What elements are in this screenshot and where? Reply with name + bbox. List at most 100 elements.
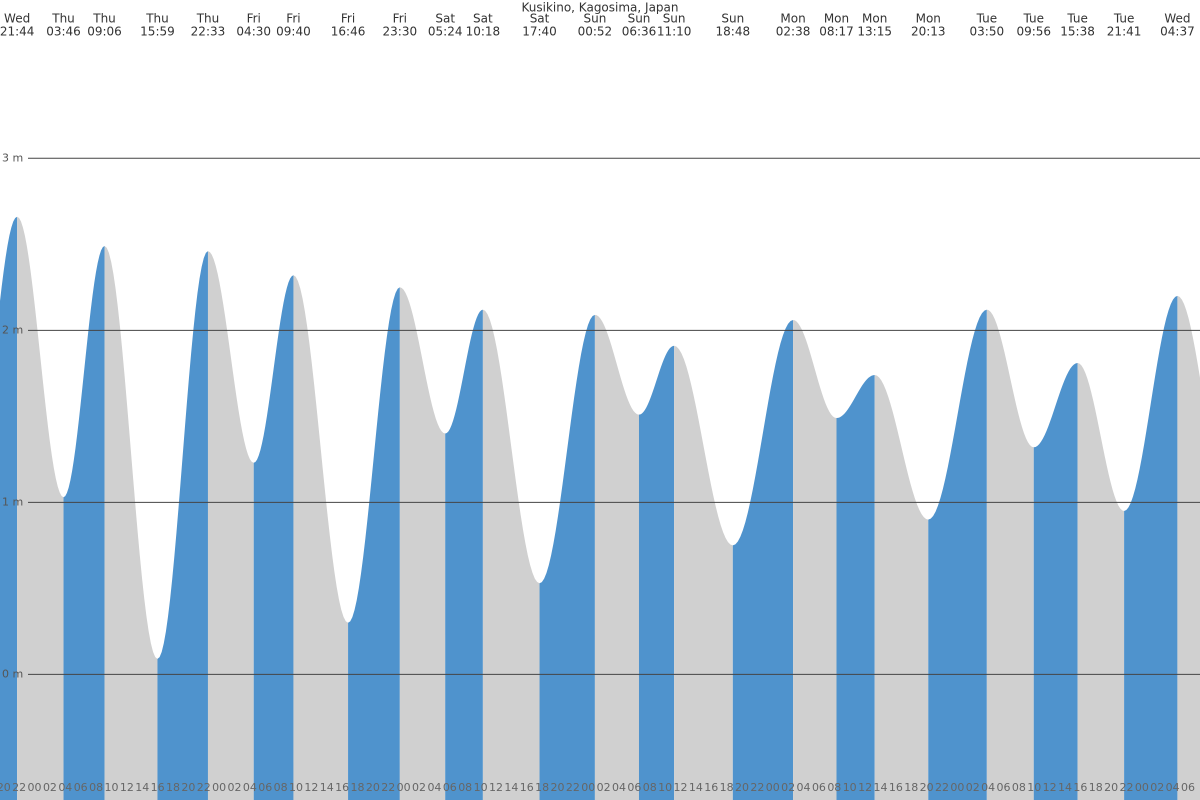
hour-label: 22 (750, 781, 764, 794)
extreme-time: 04:30 (236, 25, 271, 39)
rising-area (1124, 295, 1178, 800)
hour-label: 16 (335, 781, 349, 794)
extreme-time: 03:50 (970, 25, 1005, 39)
hour-label: 16 (520, 781, 534, 794)
extreme-time: 20:13 (911, 25, 946, 39)
falling-area (1077, 363, 1125, 800)
hour-label: 12 (858, 781, 872, 794)
hour-label: 06 (627, 781, 641, 794)
hour-label: 18 (904, 781, 918, 794)
hour-label: 04 (612, 781, 626, 794)
extreme-day: Sun (663, 12, 686, 26)
hour-label: 10 (658, 781, 672, 794)
hour-label: 16 (151, 781, 165, 794)
hour-label: 02 (597, 781, 611, 794)
hour-label: 12 (1043, 781, 1057, 794)
rising-area (63, 246, 105, 800)
hour-label: 22 (935, 781, 949, 794)
extreme-day: Sun (721, 12, 744, 26)
hour-label: 20 (550, 781, 564, 794)
extreme-time: 02:38 (776, 25, 811, 39)
hour-label: 00 (581, 781, 595, 794)
falling-area (793, 320, 837, 800)
hour-label: 14 (135, 781, 149, 794)
extreme-time: 04:37 (1160, 25, 1195, 39)
extreme-time: 13:15 (857, 25, 892, 39)
extreme-day: Wed (1164, 12, 1190, 26)
rising-area (638, 345, 675, 800)
extreme-day: Thu (92, 12, 116, 26)
hour-label: 12 (120, 781, 134, 794)
hour-label: 22 (1120, 781, 1134, 794)
extreme-day: Tue (1022, 12, 1044, 26)
rising-area (539, 314, 595, 800)
extreme-day: Tue (1066, 12, 1088, 26)
hour-label: 04 (1166, 781, 1180, 794)
hour-label: 10 (289, 781, 303, 794)
extreme-time: 17:40 (522, 25, 557, 39)
extreme-day: Fri (247, 12, 261, 26)
hour-label: 16 (1073, 781, 1087, 794)
falling-area (293, 275, 349, 800)
extreme-day: Thu (196, 12, 220, 26)
extreme-time: 10:18 (466, 25, 501, 39)
hour-label: 00 (766, 781, 780, 794)
hour-label: 18 (535, 781, 549, 794)
hour-label: 22 (566, 781, 580, 794)
hour-label: 14 (504, 781, 518, 794)
hour-label: 06 (997, 781, 1011, 794)
extreme-time: 03:46 (46, 25, 81, 39)
rising-area (445, 309, 483, 800)
falling-area (104, 246, 158, 800)
hour-label: 04 (427, 781, 441, 794)
hour-label: 04 (981, 781, 995, 794)
rising-area (928, 309, 987, 800)
falling-area (1177, 295, 1200, 800)
hour-label: 06 (812, 781, 826, 794)
hour-label: 22 (381, 781, 395, 794)
hour-label: 06 (1181, 781, 1195, 794)
hour-label: 02 (228, 781, 242, 794)
hour-label: 12 (674, 781, 688, 794)
extreme-time: 06:36 (622, 25, 657, 39)
extreme-time: 09:40 (276, 25, 311, 39)
falling-area (874, 375, 929, 800)
hour-label: 18 (1089, 781, 1103, 794)
falling-area (399, 287, 446, 800)
hour-label: 14 (1058, 781, 1072, 794)
extreme-time: 21:41 (1107, 25, 1142, 39)
rising-area (0, 216, 18, 800)
falling-area (482, 309, 540, 800)
extreme-day: Sat (435, 12, 455, 26)
extreme-day: Tue (1113, 12, 1135, 26)
extreme-time: 15:59 (140, 25, 175, 39)
hour-label: 06 (74, 781, 88, 794)
falling-area (17, 216, 64, 800)
tide-areas (0, 216, 1200, 800)
hour-label: 20 (920, 781, 934, 794)
hour-label: 18 (166, 781, 180, 794)
hour-label: 20 (181, 781, 195, 794)
extreme-time: 22:33 (191, 25, 226, 39)
hour-label: 04 (243, 781, 257, 794)
hour-label: 00 (397, 781, 411, 794)
y-tick-label: 3 m (2, 151, 23, 164)
extreme-time: 15:38 (1060, 25, 1095, 39)
extreme-day: Fri (286, 12, 300, 26)
hour-label: 02 (43, 781, 57, 794)
extreme-time: 08:17 (819, 25, 854, 39)
hour-label: 08 (458, 781, 472, 794)
extreme-day: Thu (51, 12, 75, 26)
extreme-time: 21:44 (0, 25, 34, 39)
hour-label: 04 (797, 781, 811, 794)
falling-area (207, 251, 254, 800)
hour-label: 16 (704, 781, 718, 794)
rising-area (253, 275, 294, 800)
extreme-day: Sun (628, 12, 651, 26)
extreme-day: Fri (341, 12, 355, 26)
rising-area (732, 320, 794, 800)
hour-label: 16 (889, 781, 903, 794)
hour-label: 08 (1012, 781, 1026, 794)
y-tick-label: 0 m (2, 667, 23, 680)
